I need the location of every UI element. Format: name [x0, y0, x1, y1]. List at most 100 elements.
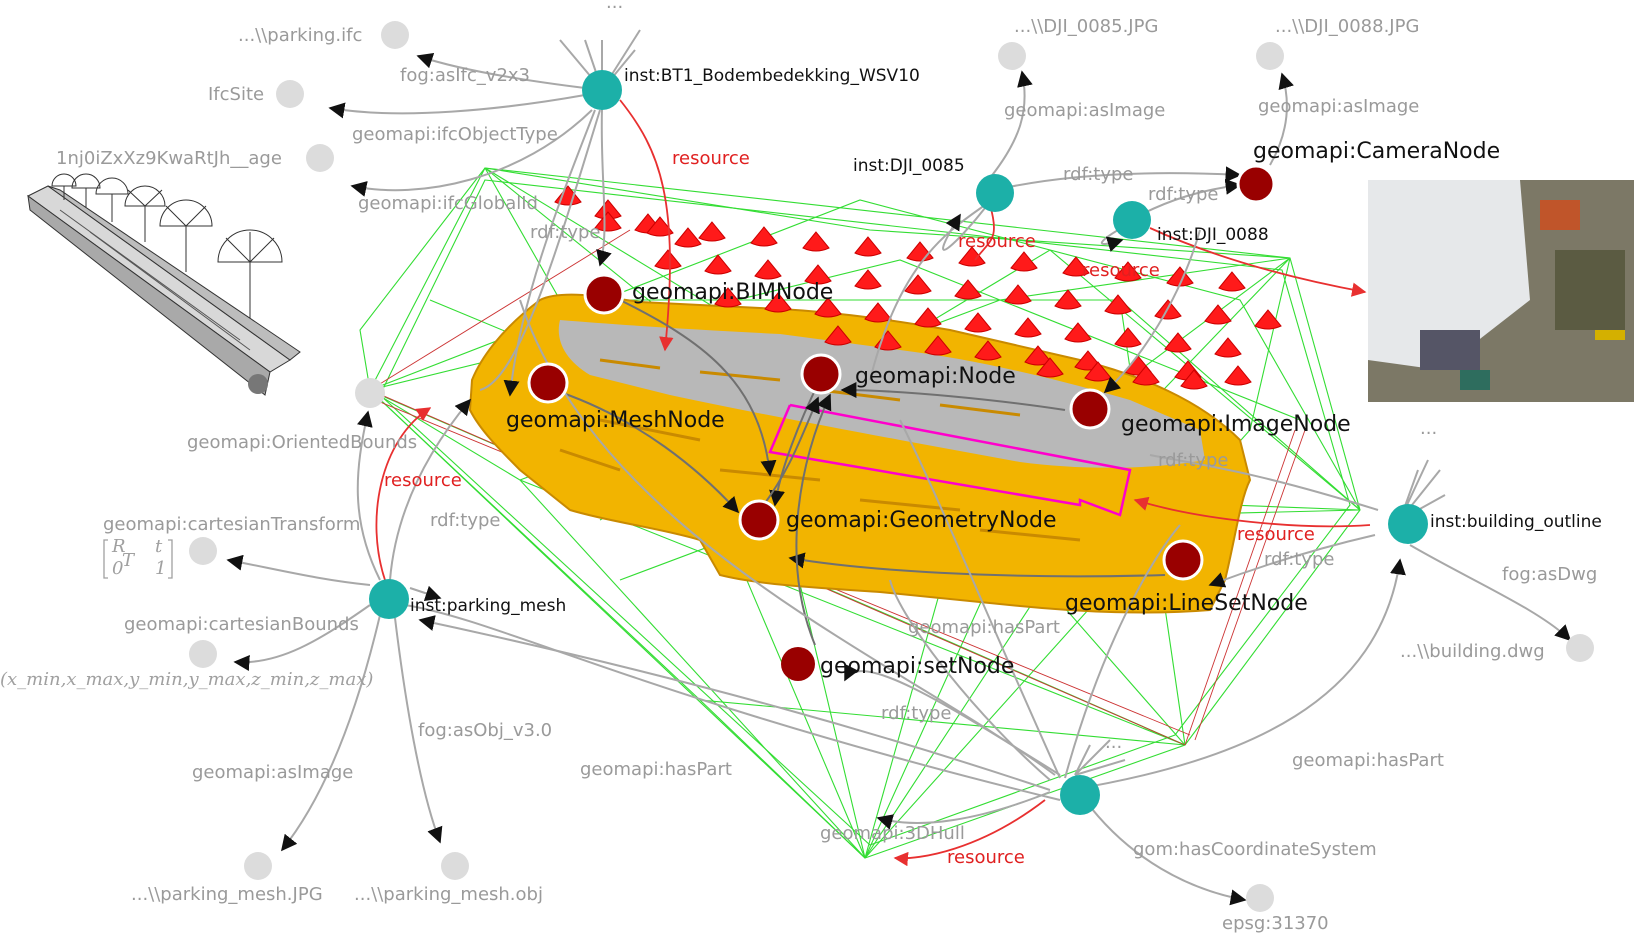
- camera-cone: [714, 287, 742, 308]
- label-inst-dji88: inst:DJI_0088: [1157, 225, 1269, 245]
- label-resource-bim: resource: [672, 148, 750, 169]
- label-pred-ifc-global-id: geomapi:ifcGlobalId: [358, 193, 538, 214]
- camera-cone: [704, 254, 732, 275]
- class-nodes: [527, 164, 1276, 681]
- label-ellipsis-outline: ...: [1420, 418, 1437, 439]
- camera-cone: [1214, 337, 1242, 358]
- camera-cone: [924, 335, 952, 356]
- camera-cone: [764, 292, 792, 313]
- label-ellipsis-bim: ...: [606, 0, 623, 13]
- label-lit-bounds-tuple: (x_min,x_max,y_min,y_max,z_min,z_max): [0, 669, 373, 690]
- camera-cone: [1010, 251, 1038, 272]
- class-node-mesh: [527, 362, 569, 404]
- matrix-zero: 0: [112, 558, 123, 579]
- label-pred-rdf-type-bim: rdf:type: [530, 222, 600, 243]
- label-lit-global-id: 1nj0iZxXz9KwaRtJh__age: [56, 148, 282, 169]
- camera-cone: [1062, 256, 1090, 277]
- label-lit-dji88-jpg: ...\\DJI_0088.JPG: [1275, 16, 1419, 37]
- label-resource-outline: resource: [1237, 524, 1315, 545]
- label-pred-rdf-type-dji88: rdf:type: [1148, 184, 1218, 205]
- camera-cone: [1064, 322, 1092, 343]
- label-ellipsis-hull: ...: [1105, 732, 1122, 753]
- instance-nodes: [369, 70, 1428, 815]
- camera-cone: [1054, 289, 1082, 310]
- instance-node-hull-owner: [1060, 775, 1100, 815]
- drone-photo: [1368, 180, 1634, 402]
- instance-node-mesh: [369, 579, 409, 619]
- class-node-bim: [583, 273, 625, 315]
- camera-cone: [914, 307, 942, 328]
- label-pred-has-part-left: geomapi:hasPart: [580, 759, 732, 780]
- literal-node-ifcsite: [276, 80, 304, 108]
- label-class-node: geomapi:Node: [855, 364, 1016, 389]
- label-class-mesh: geomapi:MeshNode: [506, 408, 725, 433]
- label-class-camera: geomapi:CameraNode: [1253, 139, 1500, 164]
- label-lit-building-dwg: ...\\building.dwg: [1400, 641, 1545, 662]
- label-lit-cartesian-transform: geomapi:cartesianTransform: [103, 514, 360, 535]
- literal-node-parking-ifc: [381, 21, 409, 49]
- bim-tree-mesh-drawing: [27, 173, 301, 396]
- camera-cone: [594, 211, 622, 232]
- literal-node-building-dwg: [1566, 634, 1594, 662]
- camera-cones: [554, 185, 1282, 390]
- camera-cone: [646, 216, 674, 237]
- camera-cone: [698, 221, 726, 242]
- camera-cone: [802, 231, 830, 252]
- label-lit-dji85-jpg: ...\\DJI_0085.JPG: [1014, 16, 1158, 37]
- label-pred-rdf-type-image: rdf:type: [1158, 450, 1228, 471]
- camera-cone: [824, 325, 852, 346]
- label-resource-mesh: resource: [384, 470, 462, 491]
- camera-cone: [1014, 317, 1042, 338]
- camera-cone: [958, 246, 986, 267]
- camera-cone: [1036, 357, 1064, 378]
- label-pred-as-image-85: geomapi:asImage: [1004, 100, 1165, 121]
- camera-cone: [814, 297, 842, 318]
- camera-cone: [654, 249, 682, 270]
- camera-cone: [864, 302, 892, 323]
- camera-cone: [874, 330, 902, 351]
- literal-nodes: [189, 21, 1594, 912]
- label-pred-ifc-object-type: geomapi:ifcObjectType: [352, 124, 558, 145]
- literal-node-cartesian-transform: [189, 537, 217, 565]
- camera-cone: [1132, 365, 1160, 386]
- label-pred-has-cs: gom:hasCoordinateSystem: [1133, 839, 1377, 860]
- instance-node-dji88: [1113, 201, 1151, 239]
- class-node-camera: [1236, 164, 1276, 204]
- camera-cone: [1180, 369, 1208, 390]
- camera-cone: [954, 279, 982, 300]
- camera-cone: [754, 259, 782, 280]
- literal-node-dji85-jpg: [998, 42, 1026, 70]
- camera-cone: [1114, 327, 1142, 348]
- instance-node-bim: [582, 70, 622, 110]
- literal-node-dji88-jpg: [1256, 42, 1284, 70]
- camera-cone: [964, 312, 992, 333]
- label-class-lineset: geomapi:LineSetNode: [1065, 591, 1308, 616]
- instance-node-dji85: [976, 174, 1014, 212]
- label-lit-3dhull: geomapi:3DHull: [820, 823, 965, 844]
- label-lit-epsg: epsg:31370: [1222, 913, 1329, 934]
- matrix-r: R: [111, 536, 126, 557]
- label-inst-mesh: inst:parking_mesh: [410, 596, 566, 616]
- label-lit-oriented-bounds: geomapi:OrientedBounds: [187, 432, 417, 453]
- camera-cone: [674, 227, 702, 248]
- camera-cone: [804, 264, 832, 285]
- label-pred-as-dwg: fog:asDwg: [1502, 564, 1597, 585]
- label-pred-as-image-mesh: geomapi:asImage: [192, 762, 353, 783]
- label-pred-rdf-type-outline: rdf:type: [1264, 549, 1334, 570]
- label-pred-has-part-center: geomapi:hasPart: [908, 617, 1060, 638]
- literal-node-mesh-jpg: [244, 852, 272, 880]
- literal-node-oriented-bounds: [355, 378, 385, 408]
- label-class-geometry: geomapi:GeometryNode: [786, 508, 1056, 533]
- label-lit-mesh-jpg: ...\\parking_mesh.JPG: [131, 884, 323, 905]
- camera-cone: [1224, 365, 1252, 386]
- literal-node-global-id: [306, 144, 334, 172]
- label-class-bim: geomapi:BIMNode: [632, 280, 833, 305]
- instance-node-outline: [1388, 504, 1428, 544]
- camera-cone: [1218, 271, 1246, 292]
- camera-cone: [974, 340, 1002, 361]
- literal-node-cartesian-bounds: [189, 640, 217, 668]
- label-pred-as-image-88: geomapi:asImage: [1258, 96, 1419, 117]
- label-lit-cartesian-bounds: geomapi:cartesianBounds: [124, 614, 359, 635]
